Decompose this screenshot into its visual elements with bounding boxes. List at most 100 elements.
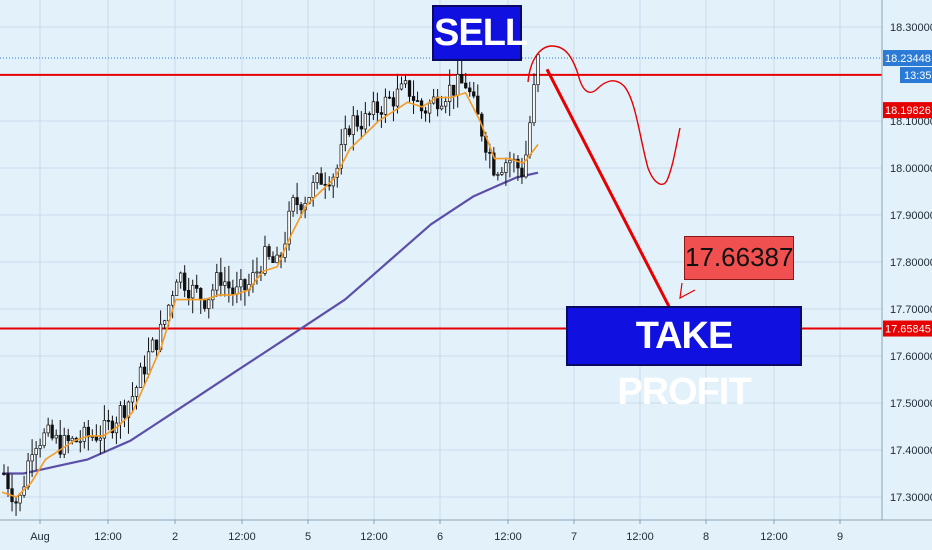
candlestick[interactable] <box>162 319 167 329</box>
price-tick-label: 17.30000 <box>890 492 932 504</box>
candlestick[interactable] <box>154 339 159 359</box>
candlestick[interactable] <box>219 257 223 297</box>
freehand-projection-path[interactable] <box>527 45 681 186</box>
candlestick[interactable] <box>363 102 368 134</box>
candle-body <box>239 279 243 288</box>
candle-body <box>187 289 191 299</box>
candlestick[interactable] <box>367 111 372 127</box>
candlestick[interactable] <box>150 337 155 353</box>
candlestick[interactable] <box>2 464 6 476</box>
candlestick[interactable] <box>496 171 500 181</box>
candle-body <box>82 426 86 442</box>
candlestick[interactable] <box>371 91 376 121</box>
candlestick[interactable] <box>359 111 363 140</box>
candlesticks[interactable] <box>2 52 540 516</box>
candlestick[interactable] <box>476 84 480 115</box>
candlestick[interactable] <box>62 427 66 459</box>
candlestick[interactable] <box>291 194 295 217</box>
candlestick[interactable] <box>70 436 74 445</box>
candlestick[interactable] <box>532 73 536 127</box>
candlestick[interactable] <box>508 151 512 178</box>
candlestick[interactable] <box>295 182 299 215</box>
candlestick[interactable] <box>415 91 420 102</box>
candlestick[interactable] <box>464 72 468 89</box>
candlestick[interactable] <box>207 299 211 319</box>
candlestick[interactable] <box>460 59 464 84</box>
candlestick[interactable] <box>315 171 319 190</box>
candlestick[interactable] <box>170 290 175 319</box>
candlestick[interactable] <box>472 81 476 99</box>
candlestick[interactable] <box>122 399 127 428</box>
candlestick[interactable] <box>223 266 227 297</box>
candlestick[interactable] <box>275 246 279 264</box>
candlestick[interactable] <box>439 95 444 111</box>
candlestick[interactable] <box>311 175 315 207</box>
candlestick[interactable] <box>263 235 267 276</box>
candlestick[interactable] <box>492 147 496 177</box>
candlestick[interactable] <box>187 277 191 306</box>
candlestick[interactable] <box>536 52 540 93</box>
candlestick[interactable] <box>427 99 432 123</box>
candlestick[interactable] <box>504 157 508 186</box>
candlestick[interactable] <box>18 494 22 512</box>
price-axis[interactable]: 18.30000 18.10000 18.00000 17.90000 17.80000… <box>881 0 932 550</box>
candlestick[interactable] <box>102 405 107 453</box>
candlestick[interactable] <box>98 425 103 455</box>
candlestick[interactable] <box>271 251 275 264</box>
candle-body <box>367 113 372 116</box>
candlestick[interactable] <box>347 125 351 137</box>
candlestick[interactable] <box>403 75 408 88</box>
candlestick[interactable] <box>355 109 359 132</box>
candlestick[interactable] <box>395 73 400 114</box>
candlestick[interactable] <box>50 419 54 441</box>
candlestick[interactable] <box>134 385 139 410</box>
candlestick[interactable] <box>174 279 179 296</box>
candlestick[interactable] <box>407 79 412 103</box>
candlestick[interactable] <box>46 417 50 437</box>
candlestick[interactable] <box>391 91 396 122</box>
candlestick[interactable] <box>195 274 199 293</box>
candlestick[interactable] <box>448 69 452 116</box>
candlestick[interactable] <box>14 497 18 516</box>
candlestick[interactable] <box>183 265 187 298</box>
candlestick[interactable] <box>387 90 392 100</box>
candlestick[interactable] <box>26 452 30 490</box>
candlestick[interactable] <box>42 428 46 449</box>
candlestick[interactable] <box>54 429 58 444</box>
candlestick[interactable] <box>138 362 143 388</box>
candlestick[interactable] <box>58 420 62 459</box>
candlestick[interactable] <box>38 438 42 458</box>
candlestick[interactable] <box>78 430 82 453</box>
candlestick[interactable] <box>6 466 10 497</box>
candlestick[interactable] <box>215 263 219 298</box>
candlestick[interactable] <box>399 76 404 91</box>
candlestick[interactable] <box>468 81 472 97</box>
candlestick[interactable] <box>191 279 195 314</box>
candlestick[interactable] <box>319 167 323 185</box>
sell-projection-arrow[interactable] <box>545 68 681 327</box>
candlestick[interactable] <box>287 201 291 251</box>
candlestick[interactable] <box>267 243 271 260</box>
candlestick[interactable] <box>142 355 147 386</box>
candlestick[interactable] <box>179 271 183 289</box>
candlestick[interactable] <box>351 106 355 151</box>
candlestick[interactable] <box>423 106 428 122</box>
candlestick[interactable] <box>444 96 448 114</box>
candlestick[interactable] <box>239 269 243 301</box>
candlestick[interactable] <box>516 155 520 181</box>
candlestick[interactable] <box>130 382 135 412</box>
candlestick[interactable] <box>375 92 380 122</box>
candlestick[interactable] <box>66 428 70 454</box>
candlestick[interactable] <box>82 421 86 449</box>
candlestick[interactable] <box>343 115 347 152</box>
candlestick[interactable] <box>411 80 416 114</box>
candlestick[interactable] <box>106 409 111 431</box>
candlestick[interactable] <box>500 167 504 176</box>
time-axis[interactable]: Aug 12:00 2 12:00 5 12:00 6 12:00 7 12:00 8 12:00 9 <box>0 519 932 550</box>
candlestick[interactable] <box>110 415 115 439</box>
candlestick[interactable] <box>30 439 34 477</box>
candlestick[interactable] <box>34 441 38 471</box>
candlestick[interactable] <box>227 265 231 303</box>
candlestick[interactable] <box>379 106 384 128</box>
